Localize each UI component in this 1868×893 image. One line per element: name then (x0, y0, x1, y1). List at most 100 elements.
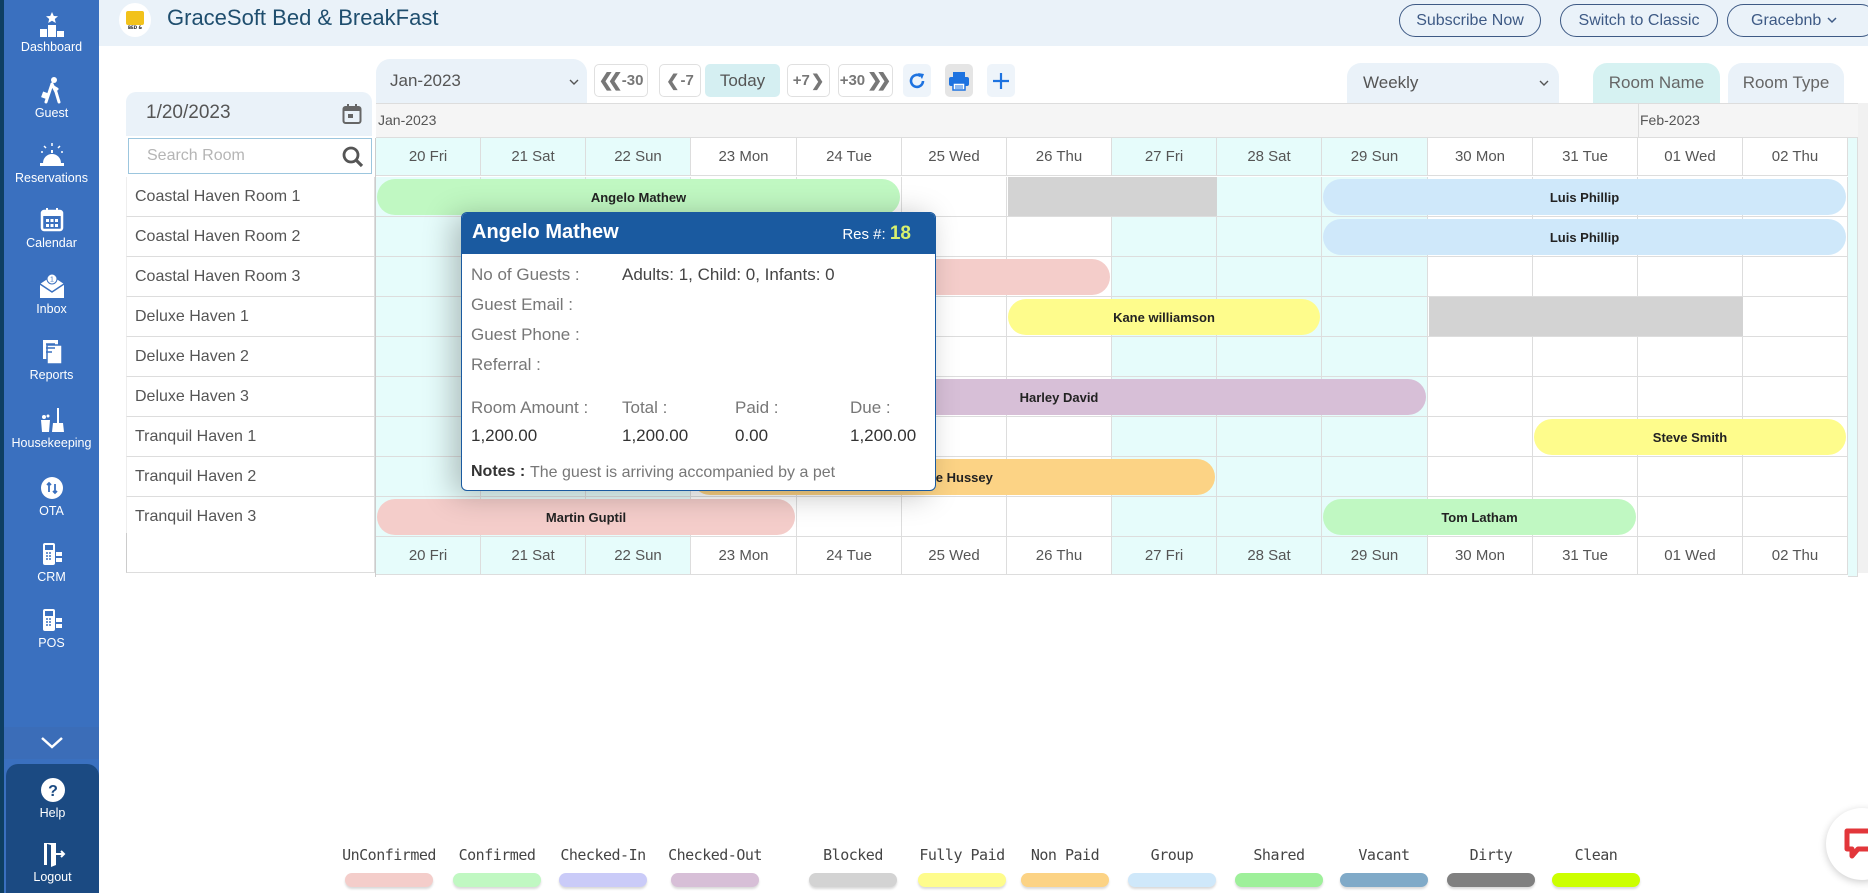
calendar-cell[interactable] (1743, 217, 1848, 257)
sidebar-item-guest[interactable]: Guest (4, 76, 99, 120)
room-row-label[interactable]: Tranquil Haven 3 (126, 497, 375, 537)
search-room-input[interactable] (147, 139, 337, 173)
reservation-bar[interactable]: Martin Guptil (377, 499, 795, 535)
calendar-cell[interactable] (1533, 457, 1638, 497)
month-select[interactable]: Jan-2023 (376, 59, 587, 104)
calendar-cell[interactable] (1112, 257, 1217, 297)
blocked-cells[interactable] (1429, 297, 1743, 336)
calendar-cell[interactable] (1007, 337, 1112, 377)
blocked-cells[interactable] (1008, 177, 1217, 216)
today-button[interactable]: Today (705, 64, 780, 97)
calendar-cell[interactable] (1743, 337, 1848, 377)
calendar-cell[interactable] (1217, 457, 1322, 497)
calendar-cell[interactable] (1428, 457, 1533, 497)
calendar-cell[interactable] (1743, 457, 1848, 497)
calendar-cell[interactable] (1743, 417, 1848, 457)
calendar-cell[interactable] (1428, 337, 1533, 377)
date-picker[interactable]: 1/20/2023 (126, 92, 372, 136)
room-row-label[interactable]: Coastal Haven Room 3 (126, 257, 375, 297)
forward-30-button[interactable]: +30 ❯❯ (838, 64, 893, 97)
calendar-cell[interactable] (1743, 177, 1848, 217)
switch-to-classic-button[interactable]: Switch to Classic (1560, 4, 1718, 37)
calendar-cell[interactable] (902, 497, 1007, 537)
calendar-cell[interactable] (1533, 337, 1638, 377)
calendar-cell[interactable] (1217, 337, 1322, 377)
reservation-bar[interactable]: Steve Smith (1534, 419, 1846, 455)
calendar-cell[interactable] (1322, 457, 1428, 497)
room-row-label[interactable]: Deluxe Haven 1 (126, 297, 375, 337)
tab-room-type[interactable]: Room Type (1728, 63, 1844, 103)
calendar-cell[interactable] (1217, 217, 1322, 257)
calendar-cell[interactable] (902, 217, 1007, 257)
subscribe-now-button[interactable]: Subscribe Now (1399, 4, 1541, 37)
view-select[interactable]: Weekly (1347, 63, 1559, 103)
calendar-cell[interactable] (1428, 377, 1533, 417)
calendar-cell[interactable] (1638, 457, 1743, 497)
reservation-bar[interactable]: Tom Latham (1323, 499, 1636, 535)
calendar-cell[interactable] (1743, 257, 1848, 297)
back-7-button[interactable]: ❮ -7 (659, 64, 701, 97)
tab-room-name[interactable]: Room Name (1593, 63, 1720, 103)
calendar-cell[interactable] (797, 497, 902, 537)
calendar-cell[interactable] (1428, 257, 1533, 297)
calendar-cell[interactable] (1112, 217, 1217, 257)
room-row-label[interactable]: Tranquil Haven 1 (126, 417, 375, 457)
calendar-cell[interactable] (1007, 497, 1112, 537)
calendar-cell[interactable] (1533, 377, 1638, 417)
calendar-cell[interactable] (1638, 497, 1743, 537)
calendar-cell[interactable] (1638, 257, 1743, 297)
back-30-button[interactable]: ❮❮ -30 (594, 64, 648, 97)
refresh-button[interactable] (903, 64, 931, 97)
calendar-cell[interactable] (1217, 177, 1322, 217)
sidebar-item-calendar[interactable]: Calendar (4, 206, 99, 250)
room-row-label[interactable]: Tranquil Haven 2 (126, 457, 375, 497)
sidebar-item-dashboard[interactable]: Dashboard (4, 10, 99, 54)
add-reservation-button[interactable] (987, 64, 1015, 97)
sidebar-item-reports[interactable]: Reports (4, 338, 99, 382)
account-menu-button[interactable]: Gracebnb (1727, 4, 1868, 37)
calendar-cell[interactable] (1533, 257, 1638, 297)
sidebar-expand-button[interactable] (4, 727, 99, 759)
calendar-cell[interactable] (1217, 417, 1322, 457)
calendar-cell[interactable] (1112, 497, 1217, 537)
calendar-cell[interactable] (1007, 217, 1112, 257)
calendar-cell[interactable] (1322, 257, 1428, 297)
sidebar-item-ota[interactable]: OTA (4, 474, 99, 518)
calendar-cell[interactable] (1743, 297, 1848, 337)
calendar-cell[interactable] (1112, 417, 1217, 457)
calendar-cell[interactable] (902, 177, 1007, 217)
calendar-cell[interactable] (1743, 497, 1848, 537)
reservation-bar[interactable]: Luis Phillip (1323, 219, 1846, 255)
sidebar-item-help[interactable]: ? Help (6, 776, 99, 820)
calendar-cell[interactable] (1743, 377, 1848, 417)
print-button[interactable] (945, 64, 973, 97)
calendar-cell[interactable] (1638, 337, 1743, 377)
calendar-icon[interactable] (342, 103, 362, 125)
sidebar-item-housekeeping[interactable]: Housekeeping (4, 406, 99, 450)
search-room-field[interactable] (128, 138, 372, 174)
calendar-cell[interactable] (1217, 257, 1322, 297)
calendar-cell[interactable] (1322, 417, 1428, 457)
calendar-cell[interactable] (1322, 297, 1428, 337)
reservation-bar[interactable]: Luis Phillip (1323, 179, 1846, 215)
forward-7-button[interactable]: +7 ❯ (787, 64, 830, 97)
sidebar-item-crm[interactable]: CRM (4, 540, 99, 584)
sidebar-item-logout[interactable]: Logout (6, 840, 99, 884)
room-row-label[interactable]: Deluxe Haven 2 (126, 337, 375, 377)
calendar-cell[interactable] (902, 417, 1007, 457)
calendar-cell[interactable] (1638, 377, 1743, 417)
room-row-label[interactable]: Coastal Haven Room 1 (126, 177, 375, 217)
sidebar-item-pos[interactable]: POS (4, 606, 99, 654)
calendar-cell[interactable] (902, 337, 1007, 377)
sidebar-item-inbox[interactable]: 1 Inbox (4, 272, 99, 316)
calendar-cell[interactable] (691, 497, 797, 537)
search-icon[interactable] (341, 145, 365, 169)
calendar-cell[interactable] (1217, 497, 1322, 537)
room-row-label[interactable]: Deluxe Haven 3 (126, 377, 375, 417)
calendar-cell[interactable] (1533, 497, 1638, 537)
horizontal-scrollbar[interactable] (1858, 103, 1868, 573)
calendar-cell[interactable] (1112, 337, 1217, 377)
calendar-cell[interactable] (1322, 337, 1428, 377)
sidebar-item-reservations[interactable]: Reservations (4, 141, 99, 185)
calendar-cell[interactable] (902, 297, 1007, 337)
